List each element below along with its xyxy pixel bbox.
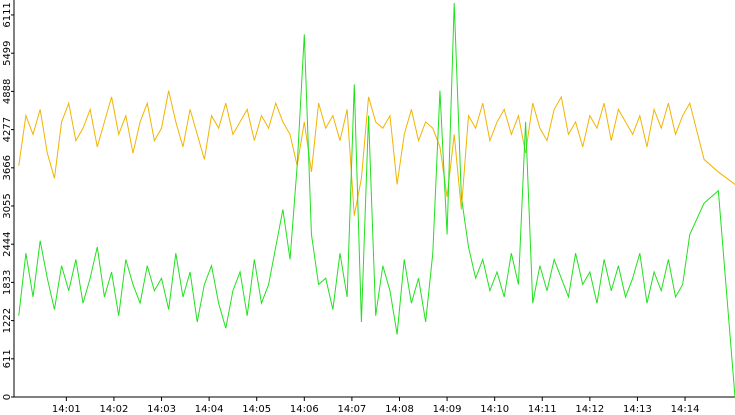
x-tick-label: 14:09 (433, 404, 462, 415)
y-tick-label: 6111 (2, 2, 13, 27)
x-tick-label: 14:10 (480, 404, 509, 415)
y-tick-label: 4277 (2, 117, 13, 142)
series-line (18, 3, 735, 398)
x-tick-label: 14:01 (52, 404, 81, 415)
x-tick-label: 14:05 (242, 404, 271, 415)
x-tick-label: 14:07 (337, 404, 366, 415)
x-tick-label: 14:03 (147, 404, 176, 415)
x-tick-label: 14:13 (623, 404, 652, 415)
y-tick-label: 611 (2, 349, 13, 368)
x-tick-label: 14:12 (575, 404, 604, 415)
y-tick-label: 2444 (2, 231, 13, 256)
y-tick-label: 3055 (2, 193, 13, 218)
y-tick-label: 3666 (2, 155, 13, 180)
y-tick-label: 1833 (2, 270, 13, 295)
y-tick-label: 5499 (2, 40, 13, 65)
series-line (18, 90, 735, 216)
x-tick-label: 14:08 (385, 404, 414, 415)
y-tick-label: 0 (2, 394, 13, 400)
x-tick-label: 14:02 (100, 404, 129, 415)
y-tick-label: 1222 (2, 308, 13, 333)
x-tick-label: 14:14 (671, 404, 700, 415)
x-tick-label: 14:06 (290, 404, 319, 415)
x-tick-label: 14:11 (528, 404, 557, 415)
y-tick-label: 4888 (2, 79, 13, 104)
x-tick-label: 14:04 (195, 404, 224, 415)
